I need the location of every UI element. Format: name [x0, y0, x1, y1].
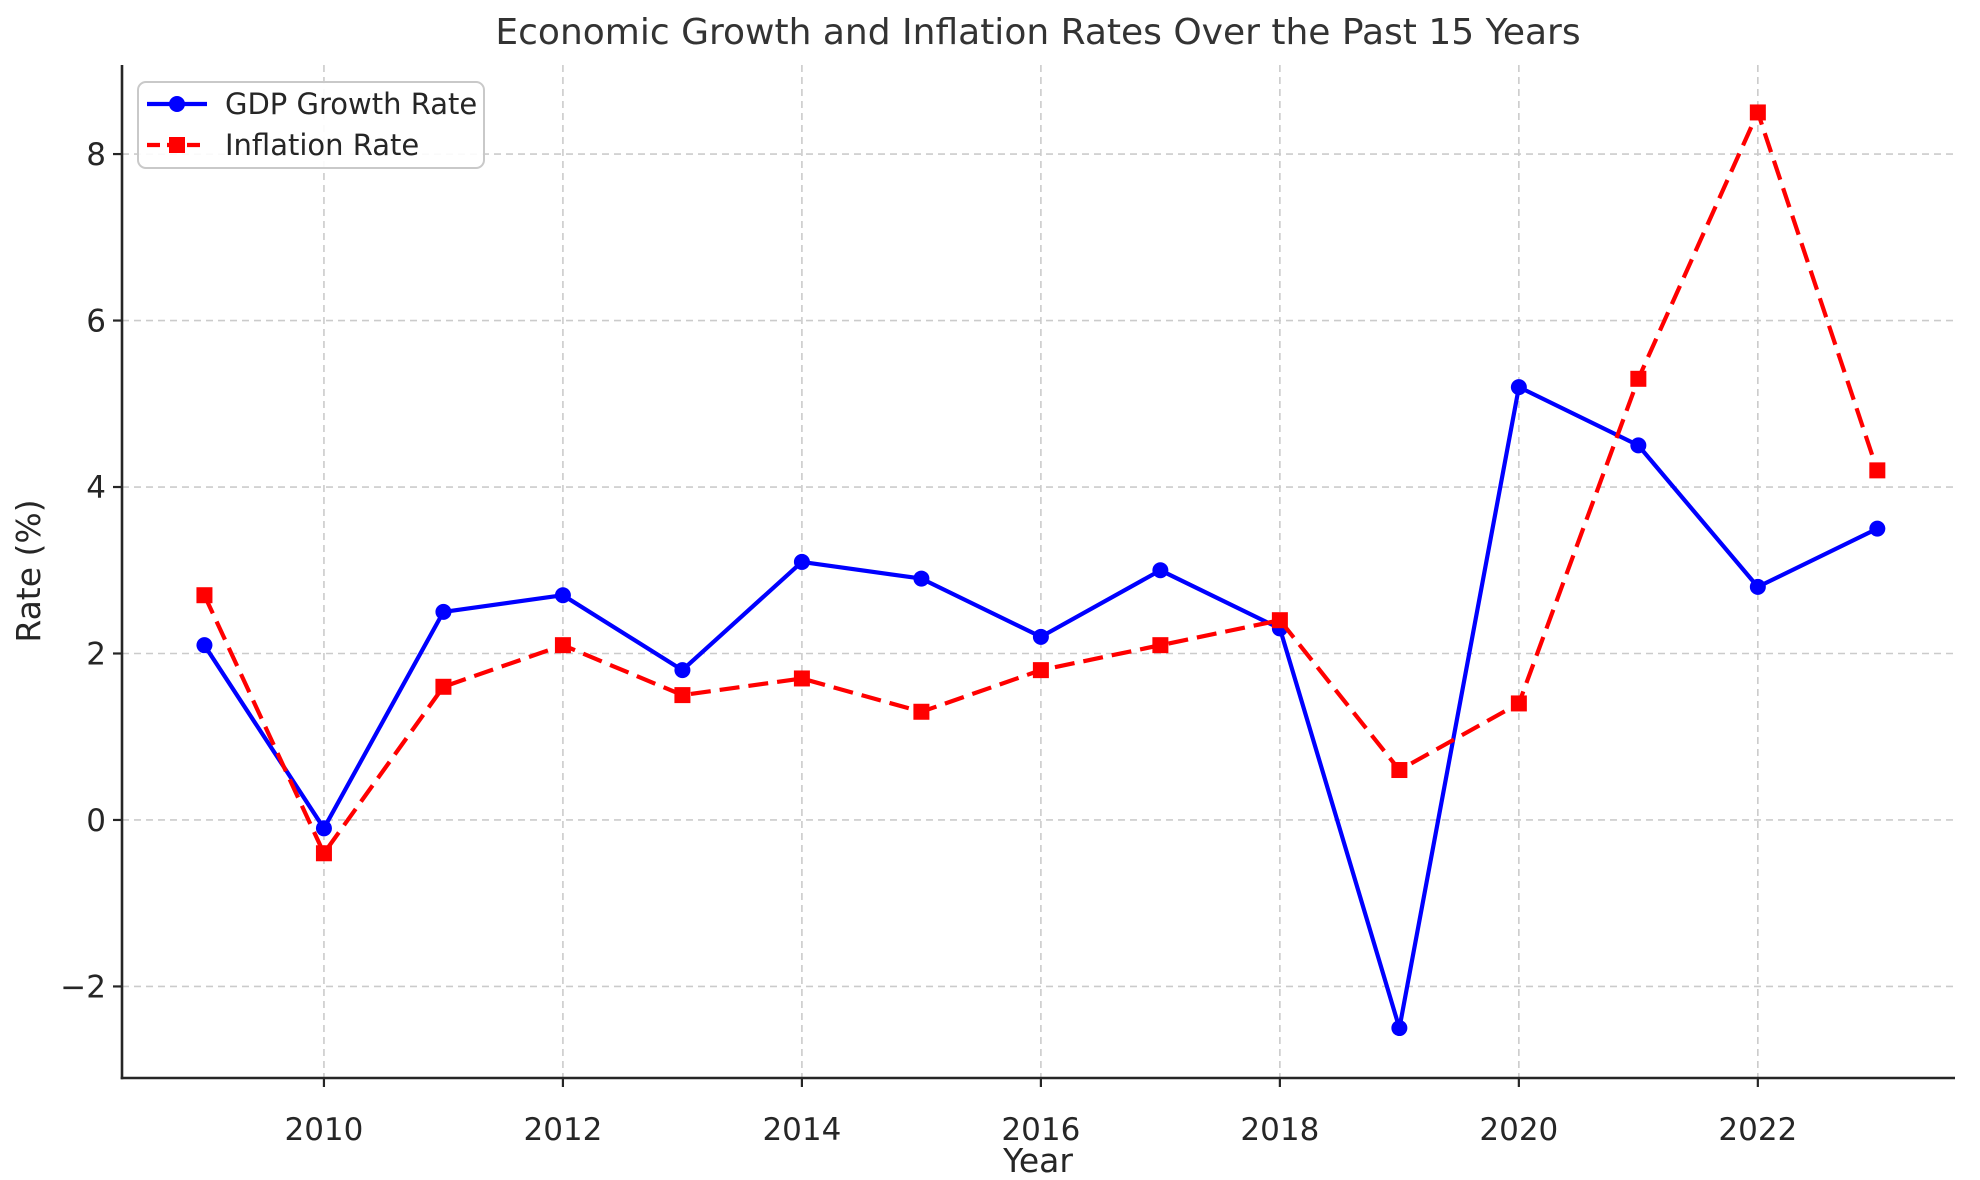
y-tick-label: 2: [86, 636, 106, 672]
data-point-marker: [793, 553, 810, 570]
x-tick-label: 2022: [1718, 1112, 1797, 1148]
data-point-marker: [1869, 462, 1886, 479]
data-point-marker: [1510, 695, 1527, 712]
data-point-marker: [913, 703, 930, 720]
legend-item-inflation: Inflation Rate: [147, 128, 419, 162]
y-tick-label: 6: [86, 304, 106, 340]
y-tick-label: 8: [86, 137, 106, 173]
x-tick-label: 2016: [1001, 1112, 1080, 1148]
y-tick-label: 4: [86, 470, 106, 506]
data-point-marker: [1391, 762, 1408, 779]
data-point-marker: [674, 662, 691, 679]
data-point-marker: [1271, 612, 1288, 629]
legend-circle-marker-icon: [169, 96, 185, 112]
y-tick-label: 0: [86, 803, 106, 839]
x-tick-label: 2012: [523, 1112, 602, 1148]
x-axis-label: Year: [1002, 1141, 1073, 1180]
axes: 2010 2012 2014 2016 2018 2020 2022 −2 0 2 4 6 8: [60, 65, 1955, 1148]
legend-item-gdp-growth: GDP Growth Rate: [147, 87, 477, 121]
x-tick-label: 2018: [1240, 1112, 1319, 1148]
legend-box: [137, 81, 485, 169]
data-point-marker: [196, 637, 213, 654]
data-point-marker: [1152, 562, 1169, 579]
legend-square-marker-icon: [169, 137, 185, 153]
x-tick-label: 2010: [284, 1112, 363, 1148]
data-point-marker: [554, 637, 571, 654]
x-tick-label: 2014: [762, 1112, 841, 1148]
chart-title: Economic Growth and Inflation Rates Over…: [495, 12, 1580, 53]
data-point-marker: [435, 678, 452, 695]
y-tick-label: −2: [60, 969, 106, 1005]
data-point-marker: [1510, 379, 1527, 396]
legend-label: GDP Growth Rate: [225, 87, 477, 121]
data-point-marker: [913, 570, 930, 587]
data-point-marker: [196, 587, 213, 604]
legend: GDP Growth Rate Inflation Rate: [137, 81, 485, 169]
data-point-marker: [674, 687, 691, 704]
x-tick-label: 2020: [1479, 1112, 1558, 1148]
legend-label: Inflation Rate: [225, 128, 419, 162]
y-axis-label: Rate (%): [9, 499, 48, 642]
data-point-marker: [1749, 104, 1766, 121]
data-point-marker: [1032, 628, 1049, 645]
series-layer: [196, 104, 1886, 1037]
data-point-marker: [793, 670, 810, 687]
data-point-marker: [315, 820, 332, 837]
data-point-marker: [554, 587, 571, 604]
data-point-marker: [1630, 370, 1647, 387]
data-point-marker: [1391, 1020, 1408, 1037]
gridlines: [122, 65, 1955, 1078]
data-point-marker: [1152, 637, 1169, 654]
data-point-marker: [315, 845, 332, 862]
data-point-marker: [1749, 578, 1766, 595]
data-point-marker: [1032, 662, 1049, 679]
data-point-marker: [1630, 437, 1647, 454]
data-point-marker: [1869, 520, 1886, 537]
data-point-marker: [435, 603, 452, 620]
